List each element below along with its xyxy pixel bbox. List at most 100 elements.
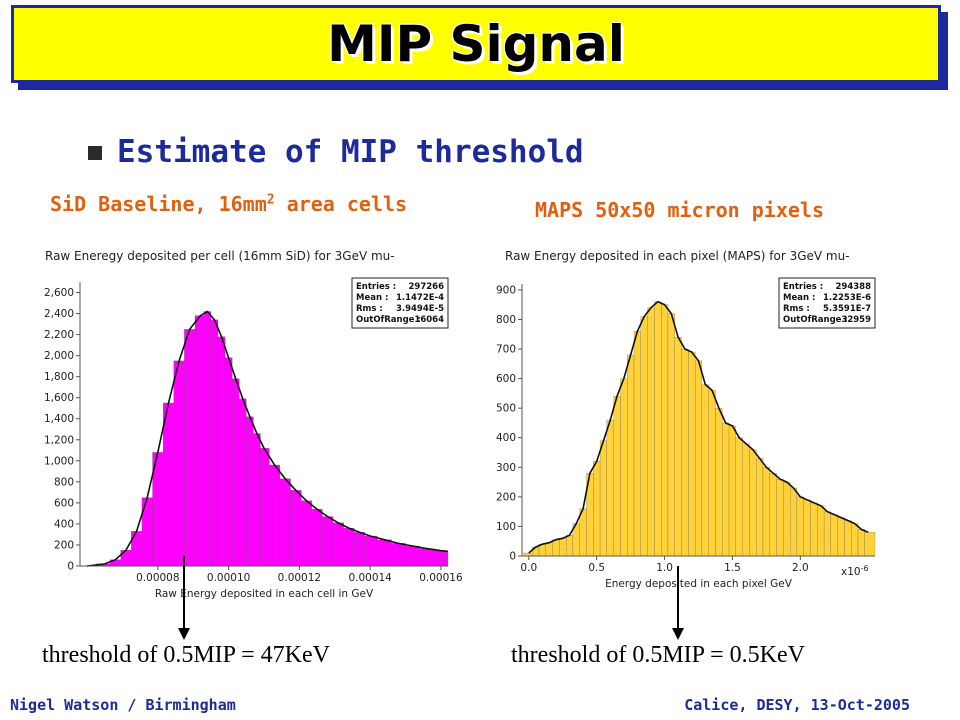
x-tick-label: 0.00012 <box>278 572 321 584</box>
stats-value: 1.2253E-6 <box>823 293 871 303</box>
histogram-bar <box>217 336 226 567</box>
stats-box <box>778 277 876 329</box>
y-tick-label: 2,000 <box>44 350 74 362</box>
stats-label: Mean : <box>356 293 388 303</box>
stats-value: 3.9494E-5 <box>396 304 444 314</box>
histogram-bar <box>783 481 791 557</box>
histogram-bar <box>322 516 334 567</box>
histogram-bar <box>810 502 818 557</box>
left-threshold-arrow-line <box>183 556 185 632</box>
histogram-bar <box>332 522 344 567</box>
y-tick-label: 1,600 <box>44 392 74 404</box>
footer-author: Nigel Watson / Birmingham <box>10 696 236 714</box>
y-tick-label: 900 <box>496 284 516 296</box>
stats-box <box>351 277 449 329</box>
histogram-bar <box>559 538 567 557</box>
histogram-bar <box>613 396 621 557</box>
x-tick-label: 0.00010 <box>207 572 250 584</box>
y-tick-label: 600 <box>54 497 74 509</box>
histogram-bar <box>593 461 601 557</box>
histogram-bar <box>552 539 560 557</box>
histogram-bar <box>708 390 716 557</box>
histogram-bar <box>343 528 355 567</box>
title-box <box>11 5 941 83</box>
y-tick-label: 0 <box>67 561 74 573</box>
chart-title: Raw Energy deposited in each pixel (MAPS… <box>505 249 850 263</box>
histogram-bar <box>640 316 648 557</box>
histogram-bar <box>776 479 784 557</box>
stats-value: 5.3591E-7 <box>823 304 871 314</box>
histogram-bar <box>405 545 420 567</box>
stats-value: 1.1472E-4 <box>396 293 444 303</box>
stats-label: Rms : <box>356 304 383 314</box>
histogram-bar <box>823 511 832 557</box>
histogram-bar <box>279 478 291 567</box>
histogram-bar <box>864 532 876 557</box>
x-tick-label: 0.00016 <box>419 572 463 584</box>
histogram-bar <box>364 535 378 567</box>
histogram-bar <box>419 548 434 567</box>
histogram-bar <box>728 425 736 557</box>
histogram-bar <box>354 532 365 567</box>
slide-title: MIP Signal <box>327 15 625 73</box>
histogram-bar <box>674 337 682 557</box>
histogram-bar <box>599 440 607 557</box>
x-tick-label: 1.0 <box>656 562 673 574</box>
y-tick-label: 400 <box>54 518 74 530</box>
histogram-bar <box>301 500 312 567</box>
stats-label: Entries : <box>356 282 396 292</box>
histogram-bar <box>184 329 196 567</box>
histogram-bar <box>232 378 240 567</box>
histogram-outline <box>87 310 449 567</box>
histogram-bar <box>688 351 696 557</box>
histogram-bar <box>803 499 811 557</box>
histogram-bar <box>722 422 730 557</box>
x-tick-label: 0.0 <box>520 562 537 574</box>
bullet-square-icon <box>88 146 102 160</box>
histogram-outline <box>528 300 869 554</box>
histogram-bar <box>627 354 635 557</box>
y-tick-label: 300 <box>496 462 516 474</box>
stats-label: Mean : <box>783 293 815 303</box>
stats-value: 16064 <box>414 315 444 325</box>
x-axis-unit-exponent: -6 <box>861 564 869 573</box>
y-tick-label: 200 <box>54 539 74 551</box>
histogram-bar <box>290 490 302 567</box>
histogram-bar <box>851 523 859 557</box>
histogram-bar <box>606 419 614 557</box>
left-threshold-arrow-head <box>178 628 190 640</box>
histogram-bar <box>715 408 723 557</box>
histogram-bar <box>194 315 204 567</box>
histogram-bar <box>246 416 254 567</box>
histogram-bars <box>521 301 876 557</box>
histogram-bar <box>269 464 281 567</box>
histogram-bar <box>377 539 392 567</box>
histogram-bar <box>844 520 852 557</box>
left-caption-superscript: 2 <box>266 192 275 208</box>
right-plot-caption: MAPS 50x50 micron pixels <box>535 198 824 222</box>
histogram-bar <box>433 550 445 567</box>
histogram-bar <box>735 437 743 557</box>
y-tick-label: 2,600 <box>44 287 74 299</box>
histogram-bar <box>694 360 703 557</box>
x-tick-label: 0.5 <box>588 562 605 574</box>
histogram-bar <box>253 433 261 567</box>
histogram-bar <box>260 448 270 567</box>
histogram-bar <box>620 378 628 557</box>
y-tick-label: 1,400 <box>44 413 74 425</box>
histogram-bar <box>239 398 247 567</box>
x-axis-label: Raw Energy deposited in each cell in GeV <box>155 588 374 600</box>
histogram-bar <box>647 307 655 557</box>
y-tick-label: 0 <box>509 551 516 563</box>
histogram-bar <box>790 487 798 557</box>
y-tick-label: 400 <box>496 432 516 444</box>
histogram-bar <box>742 443 750 557</box>
left-caption-main: SiD Baseline, 16mm <box>50 192 267 216</box>
x-tick-label: 1.5 <box>724 562 741 574</box>
histogram-bar <box>762 467 770 557</box>
x-tick-label: 0.00014 <box>348 572 392 584</box>
y-tick-label: 700 <box>496 344 516 356</box>
left-plot-caption: SiD Baseline, 16mm2 area cells <box>50 192 407 216</box>
y-tick-label: 100 <box>496 521 516 533</box>
histogram-bar <box>444 551 449 567</box>
